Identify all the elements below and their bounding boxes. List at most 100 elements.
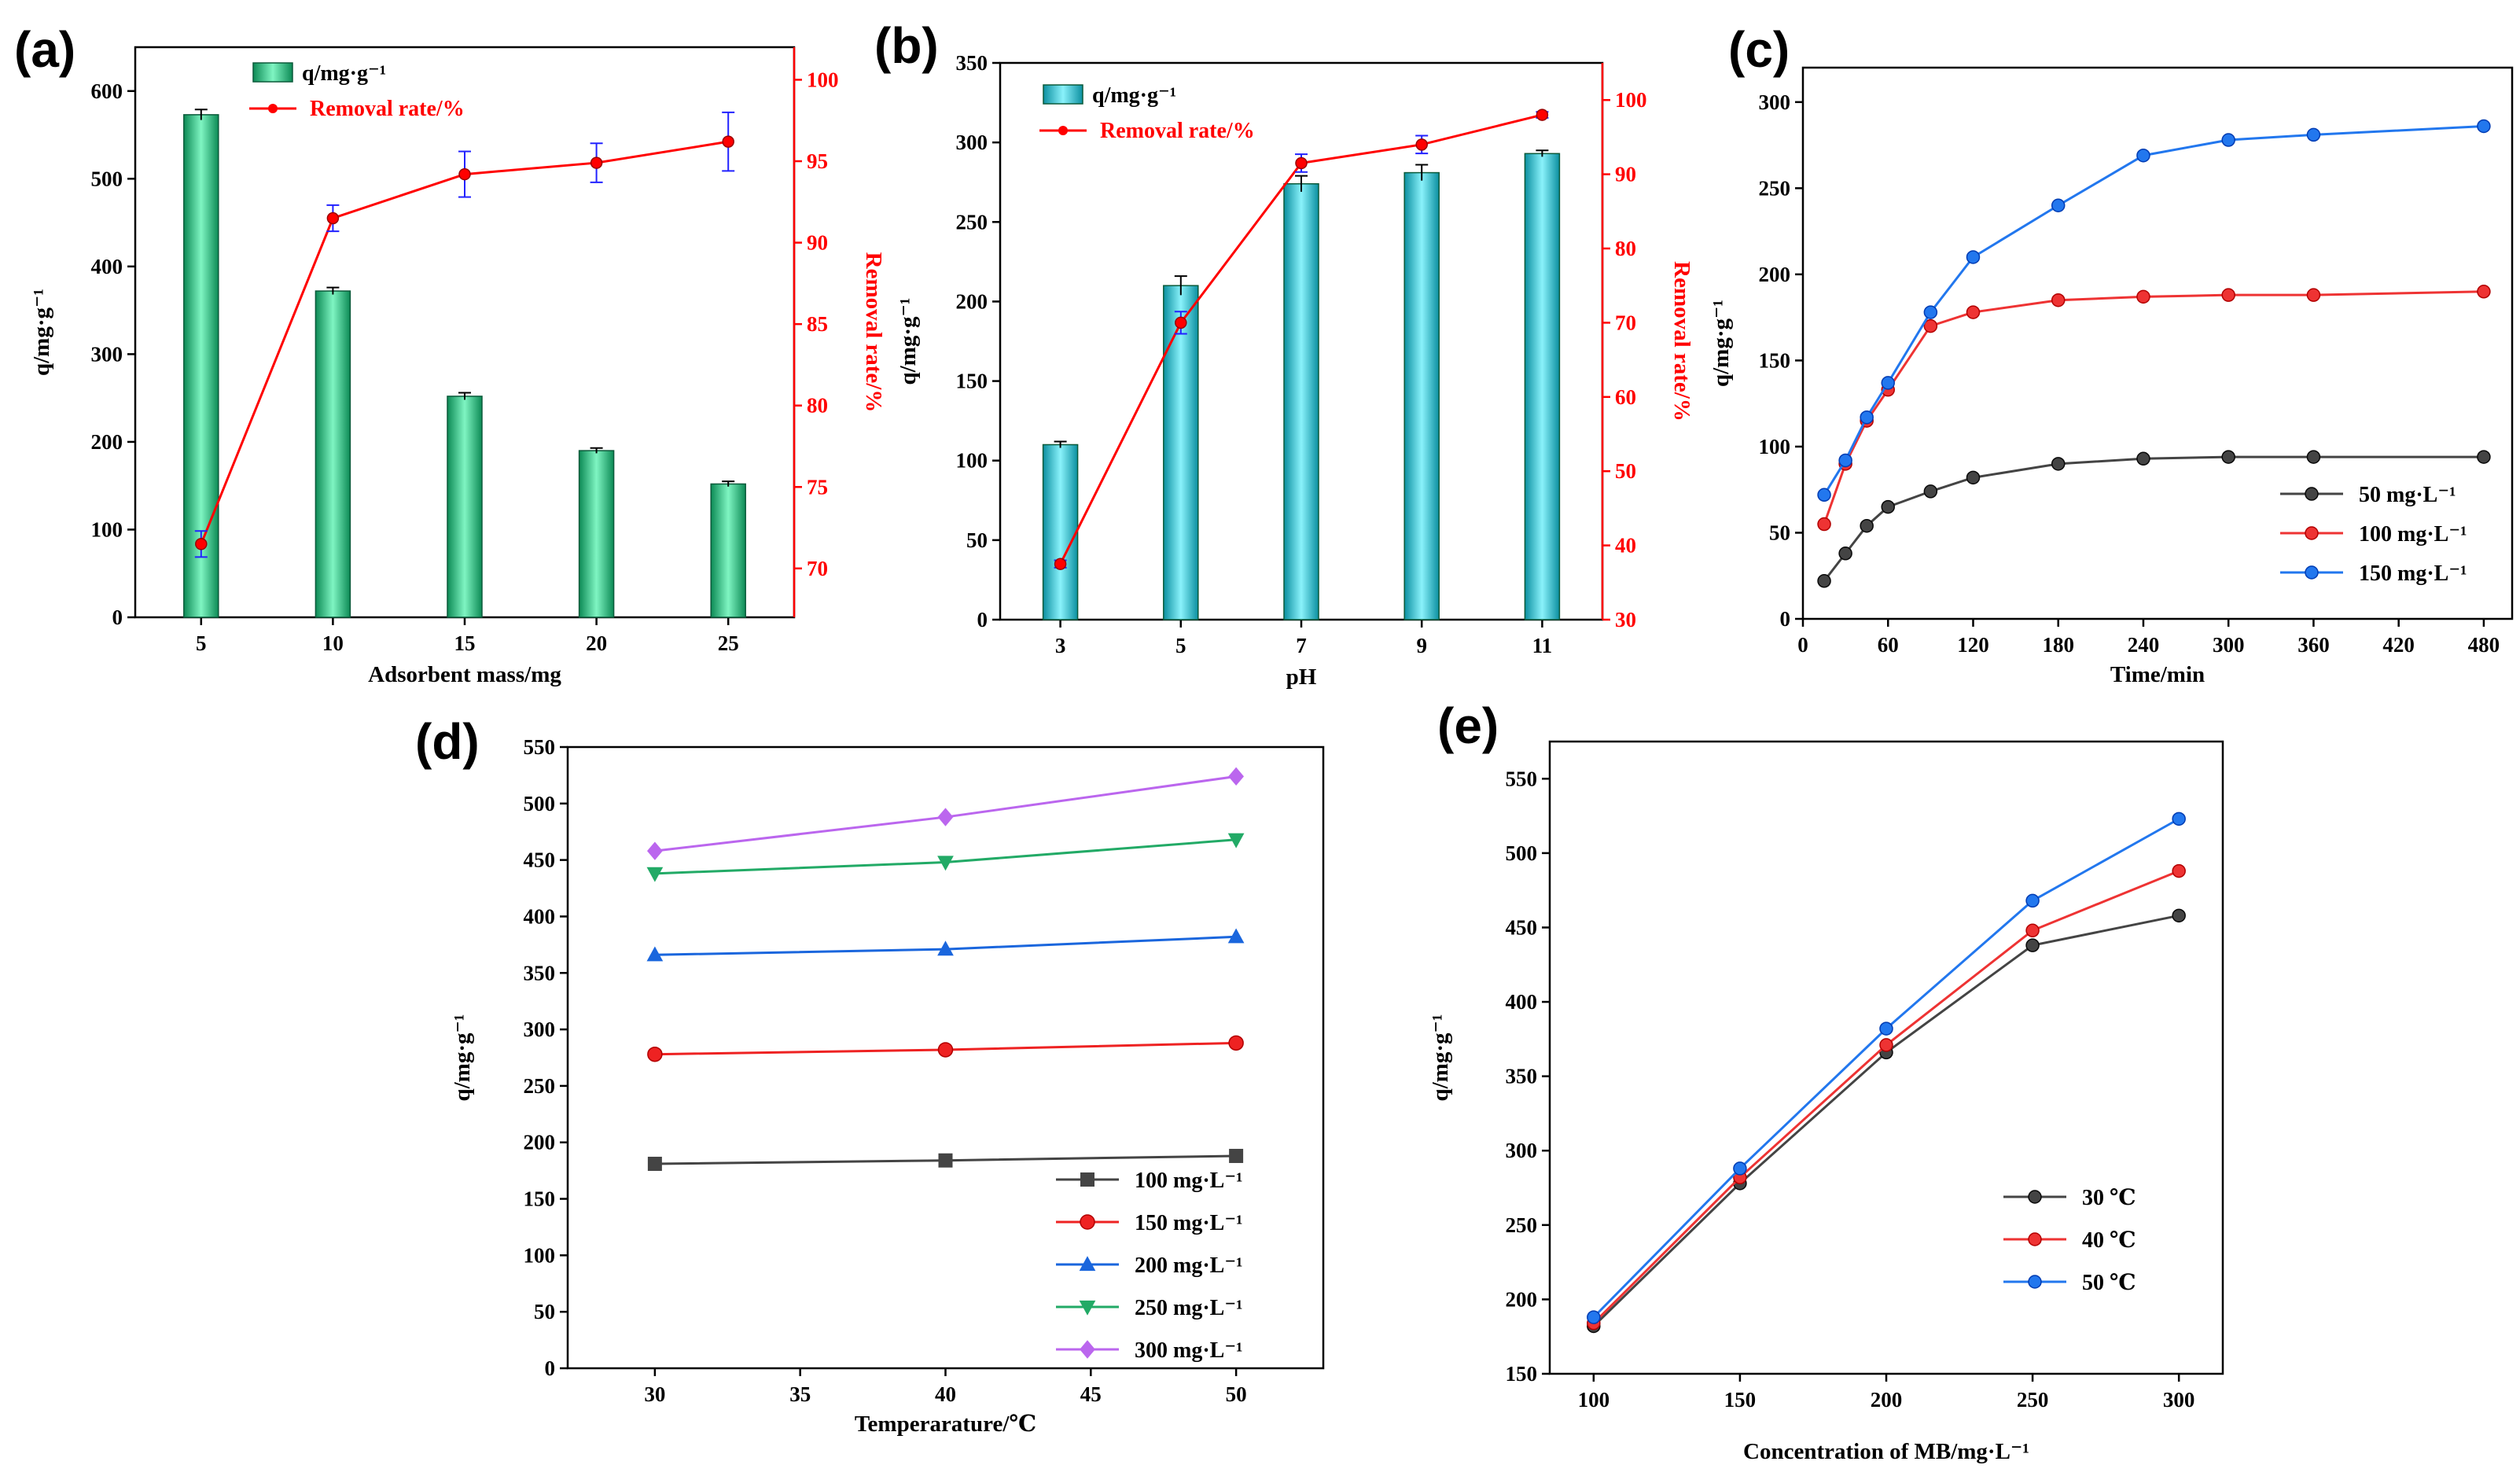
series-point-5 — [937, 808, 954, 826]
legend-label-q: q/mg·g⁻¹ — [1092, 83, 1176, 108]
x-axis-title: Temperarature/℃ — [855, 1412, 1036, 1437]
removal-rate-point — [1054, 558, 1067, 570]
y2-tick-label: 100 — [807, 68, 839, 91]
x-tick-label: 5 — [196, 631, 207, 655]
series-point-1 — [2477, 450, 2491, 464]
x-tick-label: 15 — [454, 631, 476, 655]
series-point-1 — [2306, 450, 2321, 464]
series-point-4 — [646, 867, 664, 882]
x-tick-label: 360 — [2297, 633, 2330, 657]
x-tick-label: 420 — [2382, 633, 2415, 657]
bar — [710, 483, 746, 618]
series-point-3 — [1923, 305, 1938, 319]
legend-line-marker — [1058, 126, 1068, 135]
y-tick-label: 600 — [91, 79, 123, 103]
panel-label: (d) — [415, 713, 480, 770]
y2-tick-label: 90 — [1615, 163, 1636, 186]
series-point-1 — [1881, 499, 1895, 514]
series-point-3 — [2172, 812, 2186, 826]
y-tick-label: 500 — [524, 792, 556, 815]
y-tick-label: 400 — [91, 255, 123, 278]
series-point-1 — [1229, 1148, 1244, 1163]
series-point-3 — [1966, 250, 1981, 264]
legend-line-marker — [268, 104, 278, 113]
y2-tick-label: 90 — [807, 231, 828, 255]
removal-rate-point — [590, 156, 603, 169]
series-point-4 — [1227, 833, 1245, 848]
y-tick-label: 300 — [91, 342, 123, 366]
series-point-1 — [2025, 938, 2040, 952]
legend-marker — [1080, 1340, 1095, 1359]
y-tick-label: 200 — [524, 1131, 556, 1154]
y-tick-label: 350 — [524, 961, 556, 985]
x-tick-label: 11 — [1532, 634, 1553, 657]
series-point-1 — [2172, 908, 2186, 923]
series-point-2 — [2025, 923, 2040, 938]
series-point-3 — [1817, 488, 1831, 502]
series-point-2 — [2306, 288, 2321, 302]
y-tick-label: 200 — [91, 430, 123, 454]
series-point-5 — [1228, 767, 1245, 786]
y-tick-label: 250 — [1506, 1213, 1538, 1237]
y2-tick-label: 40 — [1615, 534, 1636, 558]
series-point-2 — [2221, 288, 2235, 302]
x-tick-label: 30 — [644, 1382, 665, 1406]
y-tick-label: 300 — [524, 1018, 556, 1041]
legend-label: 100 mg·L⁻¹ — [2359, 522, 2467, 547]
y-tick-label: 150 — [524, 1187, 556, 1211]
series-point-1 — [2051, 457, 2066, 471]
y-tick-label: 250 — [956, 210, 988, 234]
removal-rate-point — [1415, 138, 1428, 151]
series-point-5 — [646, 841, 663, 860]
series-point-3 — [2477, 119, 2491, 134]
panel-d: (d) 0 50 100 150 200 250 300 350 400 450 500 550 30 35… — [415, 713, 1325, 1437]
legend-label: 30 ℃ — [2082, 1186, 2136, 1210]
panel-a: (a) 0 100 200 300 400 500 600 70 75 80 85 90 95 100 5 10… — [14, 21, 886, 687]
series-point-1 — [647, 1157, 662, 1172]
x-tick-label: 5 — [1175, 634, 1186, 657]
series-point-2 — [1817, 517, 1831, 532]
x-tick-label: 300 — [2213, 633, 2245, 657]
x-tick-label: 35 — [789, 1382, 811, 1406]
x-axis-title: Time/min — [2110, 662, 2205, 687]
bar — [578, 450, 615, 618]
y-axis-title: q/mg·g⁻¹ — [1428, 1014, 1453, 1101]
y-axis-title: q/mg·g⁻¹ — [896, 297, 921, 385]
series-point-2 — [1923, 318, 1938, 333]
legend-label: 200 mg·L⁻¹ — [1135, 1253, 1243, 1278]
series-point-2 — [1966, 305, 1981, 319]
legend-marker — [1079, 1300, 1096, 1316]
bar — [1403, 171, 1440, 620]
legend-label: 100 mg·L⁻¹ — [1135, 1169, 1243, 1193]
x-tick-label: 300 — [2163, 1388, 2195, 1412]
x-tick-label: 180 — [2042, 633, 2074, 657]
series-line-1 — [1592, 914, 2180, 1327]
legend-label: 50 ℃ — [2082, 1271, 2136, 1295]
y-axis-title: q/mg·g⁻¹ — [1709, 300, 1734, 387]
x-tick-label: 40 — [935, 1382, 956, 1406]
y-tick-label: 300 — [1506, 1139, 1538, 1162]
series-point-2 — [937, 1042, 954, 1058]
y-tick-label: 350 — [956, 51, 988, 75]
y-tick-label: 0 — [1780, 607, 1791, 631]
y2-tick-label: 70 — [1615, 311, 1636, 334]
x-tick-label: 7 — [1296, 634, 1307, 657]
legend-marker — [1079, 1256, 1096, 1272]
y-tick-label: 50 — [534, 1300, 555, 1323]
legend-label: 250 mg·L⁻¹ — [1135, 1296, 1243, 1320]
y2-tick-label: 85 — [807, 312, 828, 336]
y-tick-label: 100 — [956, 449, 988, 473]
legend-marker — [1080, 1214, 1095, 1230]
legend-label: 150 mg·L⁻¹ — [1135, 1211, 1243, 1235]
series-point-2 — [2172, 863, 2186, 878]
y-tick-label: 200 — [1506, 1287, 1538, 1311]
y2-axis-title: Removal rate/% — [1669, 261, 1694, 421]
series-point-1 — [1860, 518, 1874, 533]
removal-rate-point — [326, 212, 340, 225]
x-axis-title: Adsorbent mass/mg — [368, 662, 561, 687]
x-tick-label: 250 — [2017, 1388, 2049, 1412]
y-tick-label: 400 — [1506, 990, 1538, 1014]
x-tick-label: 150 — [1724, 1388, 1757, 1412]
y-tick-label: 0 — [545, 1356, 556, 1380]
series-point-3 — [1838, 453, 1852, 468]
